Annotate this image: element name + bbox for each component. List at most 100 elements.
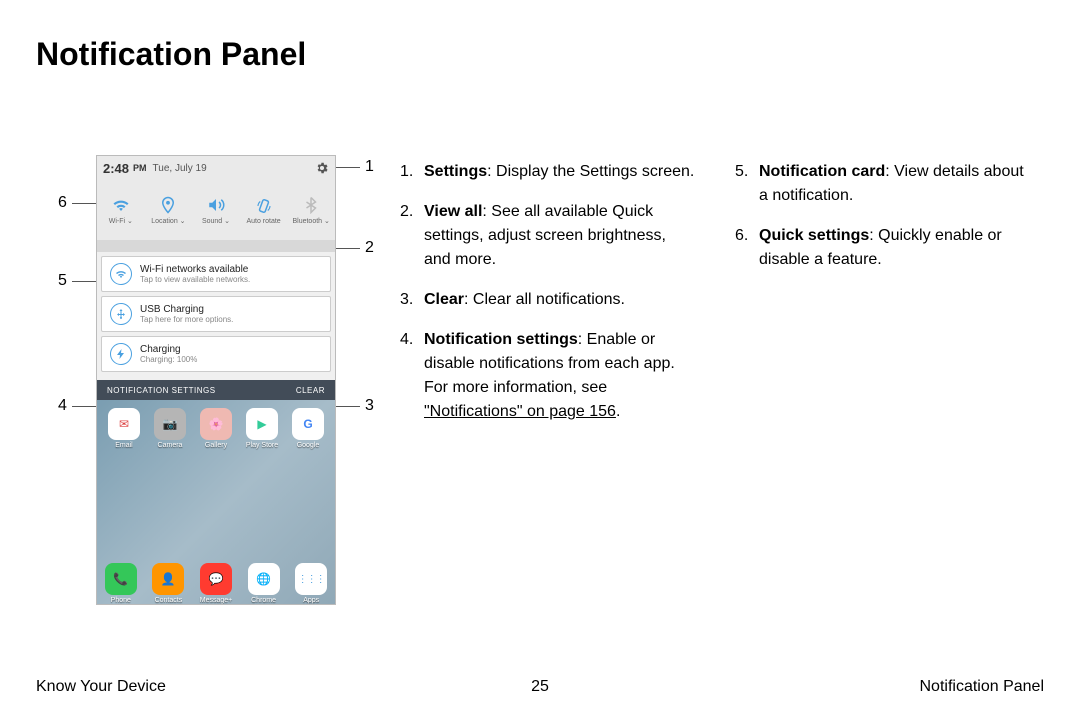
qs-label: Wi-Fi ⌄ <box>109 217 133 225</box>
card-sub: Tap here for more options. <box>140 315 233 324</box>
callout-1: 1 <box>365 158 374 176</box>
wifi-icon <box>110 263 132 285</box>
usb-icon <box>110 303 132 325</box>
app-label: Contacts <box>155 597 183 604</box>
callout-5: 5 <box>58 272 67 290</box>
bluetooth-icon <box>301 195 321 215</box>
app-label: Apps <box>303 597 319 604</box>
status-ampm: PM <box>133 163 147 173</box>
column-1: 1. Settings: Display the Settings screen… <box>400 160 695 440</box>
item-text: View all: See all available Quick settin… <box>424 200 695 272</box>
item-text: Notification settings: Enable or disable… <box>424 328 695 424</box>
card-sub: Charging: 100% <box>140 355 197 364</box>
location-icon <box>158 195 178 215</box>
status-time: 2:48 <box>103 161 129 176</box>
clear-button: CLEAR <box>296 386 325 395</box>
qs-label: Bluetooth ⌄ <box>292 217 329 225</box>
sound-icon <box>206 195 226 215</box>
quick-settings-row: Wi-Fi ⌄ Location ⌄ Sound ⌄ Auto rotate B… <box>97 180 335 240</box>
callout-2: 2 <box>365 239 374 257</box>
app-gallery: 🌸Gallery <box>197 408 235 449</box>
app-chrome: 🌐Chrome <box>245 563 283 604</box>
callout-line <box>336 167 360 168</box>
item-number: 1. <box>400 160 424 184</box>
app-label: Email <box>115 442 133 449</box>
qs-rotate: Auto rotate <box>240 180 288 240</box>
app-camera: 📷Camera <box>151 408 189 449</box>
app-label: Gallery <box>205 442 227 449</box>
item-text: Notification card: View details about a … <box>759 160 1030 208</box>
dock-row: 📞Phone 👤Contacts 💬Message+ 🌐Chrome ⋮⋮⋮Ap… <box>97 563 335 604</box>
callout-line <box>72 203 96 204</box>
qs-wifi: Wi-Fi ⌄ <box>97 180 145 240</box>
app-label: Google <box>297 442 320 449</box>
column-2: 5. Notification card: View details about… <box>735 160 1030 440</box>
callout-6: 6 <box>58 194 67 212</box>
list-item: 4. Notification settings: Enable or disa… <box>400 328 695 424</box>
qs-label: Location ⌄ <box>151 217 185 225</box>
item-text: Quick settings: Quickly enable or disabl… <box>759 224 1030 272</box>
qs-location: Location ⌄ <box>145 180 193 240</box>
app-label: Camera <box>158 442 183 449</box>
status-date: Tue, July 19 <box>153 163 207 174</box>
page-title: Notification Panel <box>36 36 306 73</box>
app-contacts: 👤Contacts <box>149 563 187 604</box>
gear-icon <box>315 161 329 175</box>
callout-line <box>72 406 96 407</box>
app-email: ✉Email <box>105 408 143 449</box>
notification-card: Wi-Fi networks available Tap to view ava… <box>101 256 331 292</box>
app-row: ✉Email 📷Camera 🌸Gallery ▶Play Store GGoo… <box>101 408 331 449</box>
app-label: Play Store <box>246 442 278 449</box>
card-title: USB Charging <box>140 304 233 315</box>
footer-section: Know Your Device <box>36 678 166 696</box>
list-item: 1. Settings: Display the Settings screen… <box>400 160 695 184</box>
list-item: 6. Quick settings: Quickly enable or dis… <box>735 224 1030 272</box>
panel-handle <box>97 240 335 252</box>
app-label: Message+ <box>200 597 233 604</box>
app-apps: ⋮⋮⋮Apps <box>292 563 330 604</box>
callout-line <box>336 406 360 407</box>
list-item: 3. Clear: Clear all notifications. <box>400 288 695 312</box>
list-item: 5. Notification card: View details about… <box>735 160 1030 208</box>
app-label: Chrome <box>251 597 276 604</box>
panel-bottom: NOTIFICATION SETTINGS CLEAR <box>97 380 335 400</box>
item-number: 2. <box>400 200 424 272</box>
card-sub: Tap to view available networks. <box>140 275 250 284</box>
qs-bluetooth: Bluetooth ⌄ <box>287 180 335 240</box>
qs-sound: Sound ⌄ <box>192 180 240 240</box>
qs-label: Auto rotate <box>246 218 280 225</box>
item-number: 5. <box>735 160 759 208</box>
item-number: 3. <box>400 288 424 312</box>
app-label: Phone <box>111 597 131 604</box>
cross-reference-link[interactable]: "Notifications" on page 156 <box>424 403 616 420</box>
notification-card: Charging Charging: 100% <box>101 336 331 372</box>
item-text: Clear: Clear all notifications. <box>424 288 625 312</box>
app-phone: 📞Phone <box>102 563 140 604</box>
rotate-icon <box>254 196 274 216</box>
status-bar: 2:48 PM Tue, July 19 <box>97 156 335 180</box>
item-number: 6. <box>735 224 759 272</box>
callout-line <box>72 281 96 282</box>
app-playstore: ▶Play Store <box>243 408 281 449</box>
descriptions: 1. Settings: Display the Settings screen… <box>400 160 1030 440</box>
footer-topic: Notification Panel <box>919 678 1044 696</box>
card-title: Wi-Fi networks available <box>140 264 250 275</box>
app-google: GGoogle <box>289 408 327 449</box>
notification-body: Wi-Fi networks available Tap to view ava… <box>97 252 335 380</box>
notification-settings-button: NOTIFICATION SETTINGS <box>107 386 216 395</box>
page-number: 25 <box>531 678 549 696</box>
notification-card: USB Charging Tap here for more options. <box>101 296 331 332</box>
qs-label: Sound ⌄ <box>202 217 230 225</box>
callout-4: 4 <box>58 397 67 415</box>
callout-3: 3 <box>365 397 374 415</box>
bolt-icon <box>110 343 132 365</box>
homescreen: ✉Email 📷Camera 🌸Gallery ▶Play Store GGoo… <box>97 400 335 605</box>
callout-line <box>336 248 360 249</box>
item-text: Settings: Display the Settings screen. <box>424 160 694 184</box>
phone-mockup: 2:48 PM Tue, July 19 Wi-Fi ⌄ Location ⌄ … <box>96 155 336 605</box>
card-title: Charging <box>140 344 197 355</box>
item-number: 4. <box>400 328 424 424</box>
app-message: 💬Message+ <box>197 563 235 604</box>
wifi-icon <box>111 195 131 215</box>
list-item: 2. View all: See all available Quick set… <box>400 200 695 272</box>
